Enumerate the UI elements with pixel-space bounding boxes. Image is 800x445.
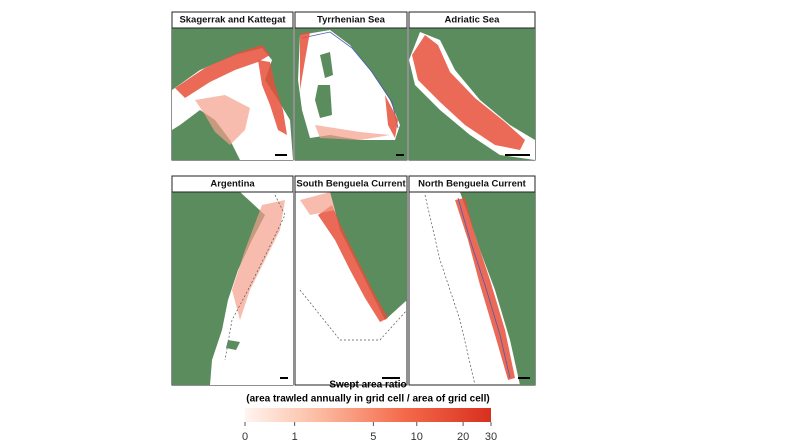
colorbar-tick-label: 1 bbox=[292, 431, 298, 443]
colorbar-tick-label: 10 bbox=[411, 431, 423, 443]
colorbar-tick-label: 0 bbox=[242, 431, 248, 443]
colorbar-tick-label: 5 bbox=[370, 431, 376, 443]
colorbar-tick-label: 30 bbox=[485, 431, 497, 443]
colorbar-tick-label: 20 bbox=[457, 431, 469, 443]
panel-title: Argentina bbox=[210, 179, 255, 190]
panel-title: Tyrrhenian Sea bbox=[317, 15, 386, 26]
map-panel bbox=[171, 11, 294, 161]
map-panel bbox=[294, 175, 408, 386]
colorbar-ticks: 0 1 5 10 20 30 bbox=[242, 422, 497, 443]
legend-subtitle: (area trawled annually in grid cell / ar… bbox=[246, 394, 489, 405]
panel-title: Skagerrak and Kattegat bbox=[179, 15, 286, 26]
legend-title: Swept area ratio bbox=[329, 380, 406, 391]
panel-title: South Benguela Current bbox=[296, 179, 406, 190]
panel-title: Adriatic Sea bbox=[445, 15, 501, 26]
map-panel bbox=[171, 175, 294, 386]
panel-title: North Benguela Current bbox=[418, 179, 527, 190]
map-panel bbox=[408, 175, 536, 386]
map-panel bbox=[408, 11, 536, 161]
colorbar bbox=[245, 408, 491, 422]
map-panel bbox=[294, 11, 408, 161]
panel-titles: Skagerrak and Kattegat Tyrrhenian Sea Adri… bbox=[172, 15, 535, 193]
